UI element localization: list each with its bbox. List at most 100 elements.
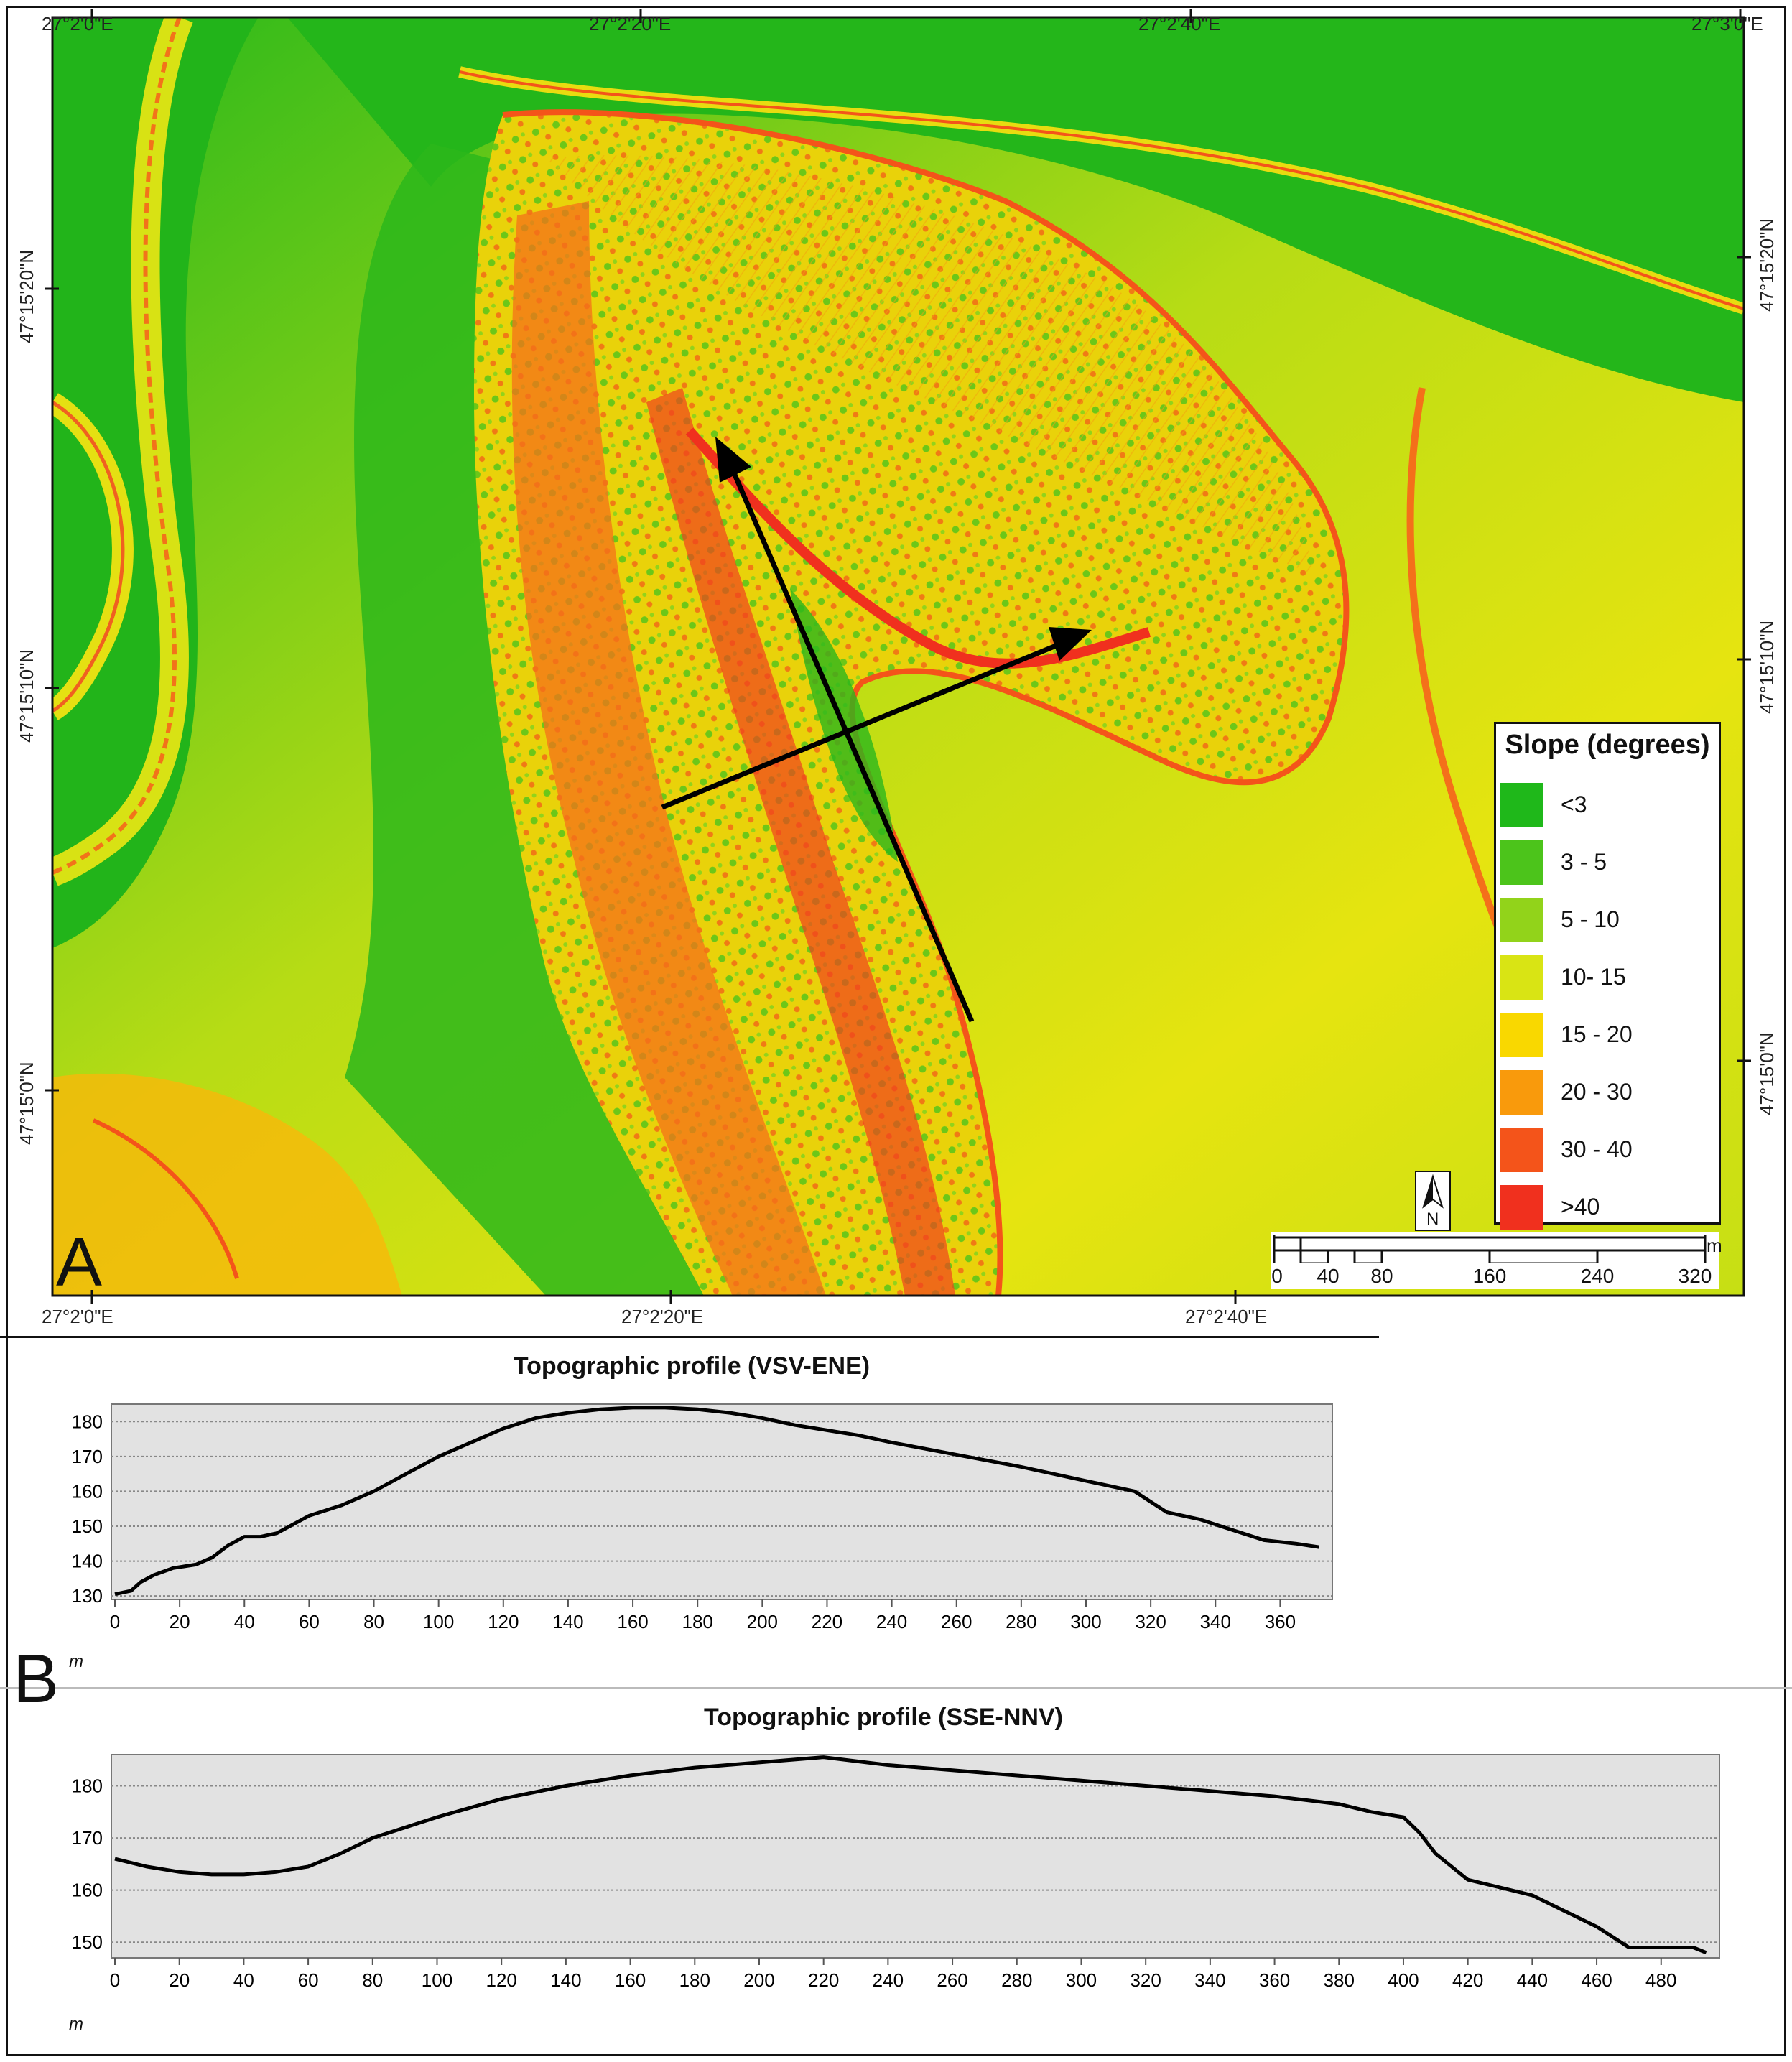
legend-label: 20 - 30	[1561, 1079, 1633, 1105]
scale-bar: 0 40 80 160 240 320 m	[1271, 1232, 1722, 1289]
x-tick-label: 20	[170, 1611, 190, 1633]
legend-item: 20 - 30	[1500, 1066, 1716, 1119]
x-tick-label: 80	[362, 1969, 383, 1991]
x-tick-label: 120	[486, 1969, 516, 1991]
transect-lines	[661, 437, 1092, 1023]
x-tick-label: 300	[1070, 1611, 1101, 1633]
chart-1-unit-label: m	[69, 1652, 83, 1671]
x-tick-label: 260	[941, 1611, 972, 1633]
legend-item: <3	[1500, 779, 1716, 832]
x-tick-label: 320	[1130, 1969, 1161, 1991]
chart-2-y-ticks: 150 160 170 180	[72, 1775, 103, 1954]
lon-label-bottom-2: 27°2'20"E	[621, 1306, 704, 1327]
y-tick-label: 140	[72, 1551, 103, 1572]
map-frame	[51, 16, 1745, 1297]
landslide-scarp-main	[685, 427, 1151, 669]
panel-a-letter: A	[56, 1224, 103, 1301]
x-tick-label: 460	[1581, 1969, 1612, 1991]
x-tick-label: 320	[1135, 1611, 1166, 1633]
x-tick-label: 200	[747, 1611, 778, 1633]
chart-1-title: Topographic profile (VSV-ENE)	[513, 1352, 871, 1380]
x-tick-label: 280	[1001, 1969, 1032, 1991]
lat-label-right-3: 47°15'0"N	[1756, 1032, 1778, 1115]
x-tick-label: 0	[110, 1969, 120, 1991]
graticule-ticks	[45, 9, 1751, 1304]
legend-label: 3 - 5	[1561, 849, 1607, 875]
lon-label-top-3: 27°2'40"E	[1138, 13, 1221, 34]
chart-2-unit-label: m	[69, 2015, 83, 2034]
x-tick-label: 380	[1324, 1969, 1355, 1991]
legend-title: Slope (degrees)	[1505, 730, 1710, 760]
x-tick-label: 240	[873, 1969, 904, 1991]
lat-label-left-3: 47°15'0"N	[16, 1062, 37, 1145]
x-tick-label: 180	[679, 1969, 710, 1991]
legend-item: 30 - 40	[1500, 1123, 1716, 1176]
y-tick-label: 180	[72, 1775, 103, 1797]
scale-label-80: 80	[1370, 1265, 1393, 1287]
x-tick-label: 140	[550, 1969, 581, 1991]
legend-label: 15 - 20	[1561, 1021, 1633, 1047]
x-tick-label: 220	[812, 1611, 842, 1633]
x-tick-label: 0	[110, 1611, 120, 1633]
lat-label-left-2: 47°15'10"N	[16, 649, 37, 743]
y-tick-label: 160	[72, 1480, 103, 1502]
legend-label: 30 - 40	[1561, 1136, 1633, 1162]
x-tick-label: 360	[1265, 1611, 1296, 1633]
chart-1-x-ticks: 0 20 40 60 80 100 120 140 160 180 200 220 240 260 280 3…	[110, 1599, 1296, 1633]
legend-swatch	[1500, 783, 1543, 827]
north-arrow: N	[1415, 1171, 1451, 1231]
chart-2-title: Topographic profile (SSE-NNV)	[704, 1704, 1063, 1731]
north-arrow-icon	[1422, 1174, 1444, 1209]
x-tick-label: 80	[363, 1611, 384, 1633]
legend-label: 10- 15	[1561, 964, 1626, 990]
flat-area-north	[287, 17, 1744, 402]
legend-item: >40	[1500, 1181, 1716, 1234]
y-tick-label: 170	[72, 1446, 103, 1467]
landslide-ripples	[546, 155, 1314, 575]
legend-swatch	[1500, 1013, 1543, 1057]
chart-1-y-ticks: 130 140 150 160 170 180	[72, 1411, 103, 1607]
legend-swatch	[1500, 955, 1543, 1000]
legend-swatch	[1500, 840, 1543, 885]
profile-chart-2: 150 160 170 180 0 20 40 60 80 100 120 140 160 180 200…	[72, 1754, 1720, 1991]
legend-item: 10- 15	[1500, 951, 1716, 1004]
x-tick-label: 100	[422, 1969, 452, 1991]
scale-bar-graphic	[1273, 1235, 1707, 1263]
scale-label-240: 240	[1580, 1265, 1615, 1287]
slope-map	[52, 17, 1744, 1296]
lon-label-top-4: 27°3'0"E	[1691, 13, 1763, 34]
legend-label: >40	[1561, 1194, 1600, 1220]
x-tick-label: 220	[808, 1969, 839, 1991]
legend-swatch	[1500, 1128, 1543, 1172]
scale-label-40: 40	[1317, 1265, 1340, 1287]
south-slope-orange	[52, 1073, 402, 1296]
chart-1-plot-area	[111, 1403, 1333, 1600]
y-tick-label: 160	[72, 1880, 103, 1901]
y-tick-label: 130	[72, 1585, 103, 1607]
x-tick-label: 440	[1517, 1969, 1548, 1991]
x-tick-label: 40	[234, 1611, 255, 1633]
road-edge	[459, 70, 1744, 310]
landslide-orange-central	[646, 388, 955, 1296]
x-tick-label: 60	[298, 1969, 319, 1991]
x-tick-label: 60	[299, 1611, 320, 1633]
slope-legend: Slope (degrees) <3 3 - 5 5 - 10 10- 15 15 - …	[1494, 722, 1721, 1230]
panel-b-chart-divider	[0, 1687, 1792, 1689]
lat-label-right-1: 47°15'20"N	[1756, 218, 1778, 312]
lon-label-top-1: 27°2'0"E	[42, 13, 113, 34]
scale-label-320: 320	[1678, 1265, 1712, 1287]
lon-label-bottom-1: 27°2'0"E	[42, 1306, 113, 1327]
chart-2-plot-area	[111, 1754, 1720, 1959]
x-tick-label: 100	[423, 1611, 454, 1633]
x-tick-label: 120	[488, 1611, 519, 1633]
lon-label-bottom-3: 27°2'40"E	[1185, 1306, 1268, 1327]
legend-label: <3	[1561, 791, 1587, 817]
x-tick-label: 360	[1259, 1969, 1290, 1991]
oxbow-edge	[52, 400, 125, 713]
south-slope-detail	[92, 1118, 239, 1279]
lat-label-left-1: 47°15'20"N	[16, 249, 37, 343]
y-tick-label: 150	[72, 1515, 103, 1537]
x-tick-label: 200	[743, 1969, 774, 1991]
x-tick-label: 240	[876, 1611, 907, 1633]
